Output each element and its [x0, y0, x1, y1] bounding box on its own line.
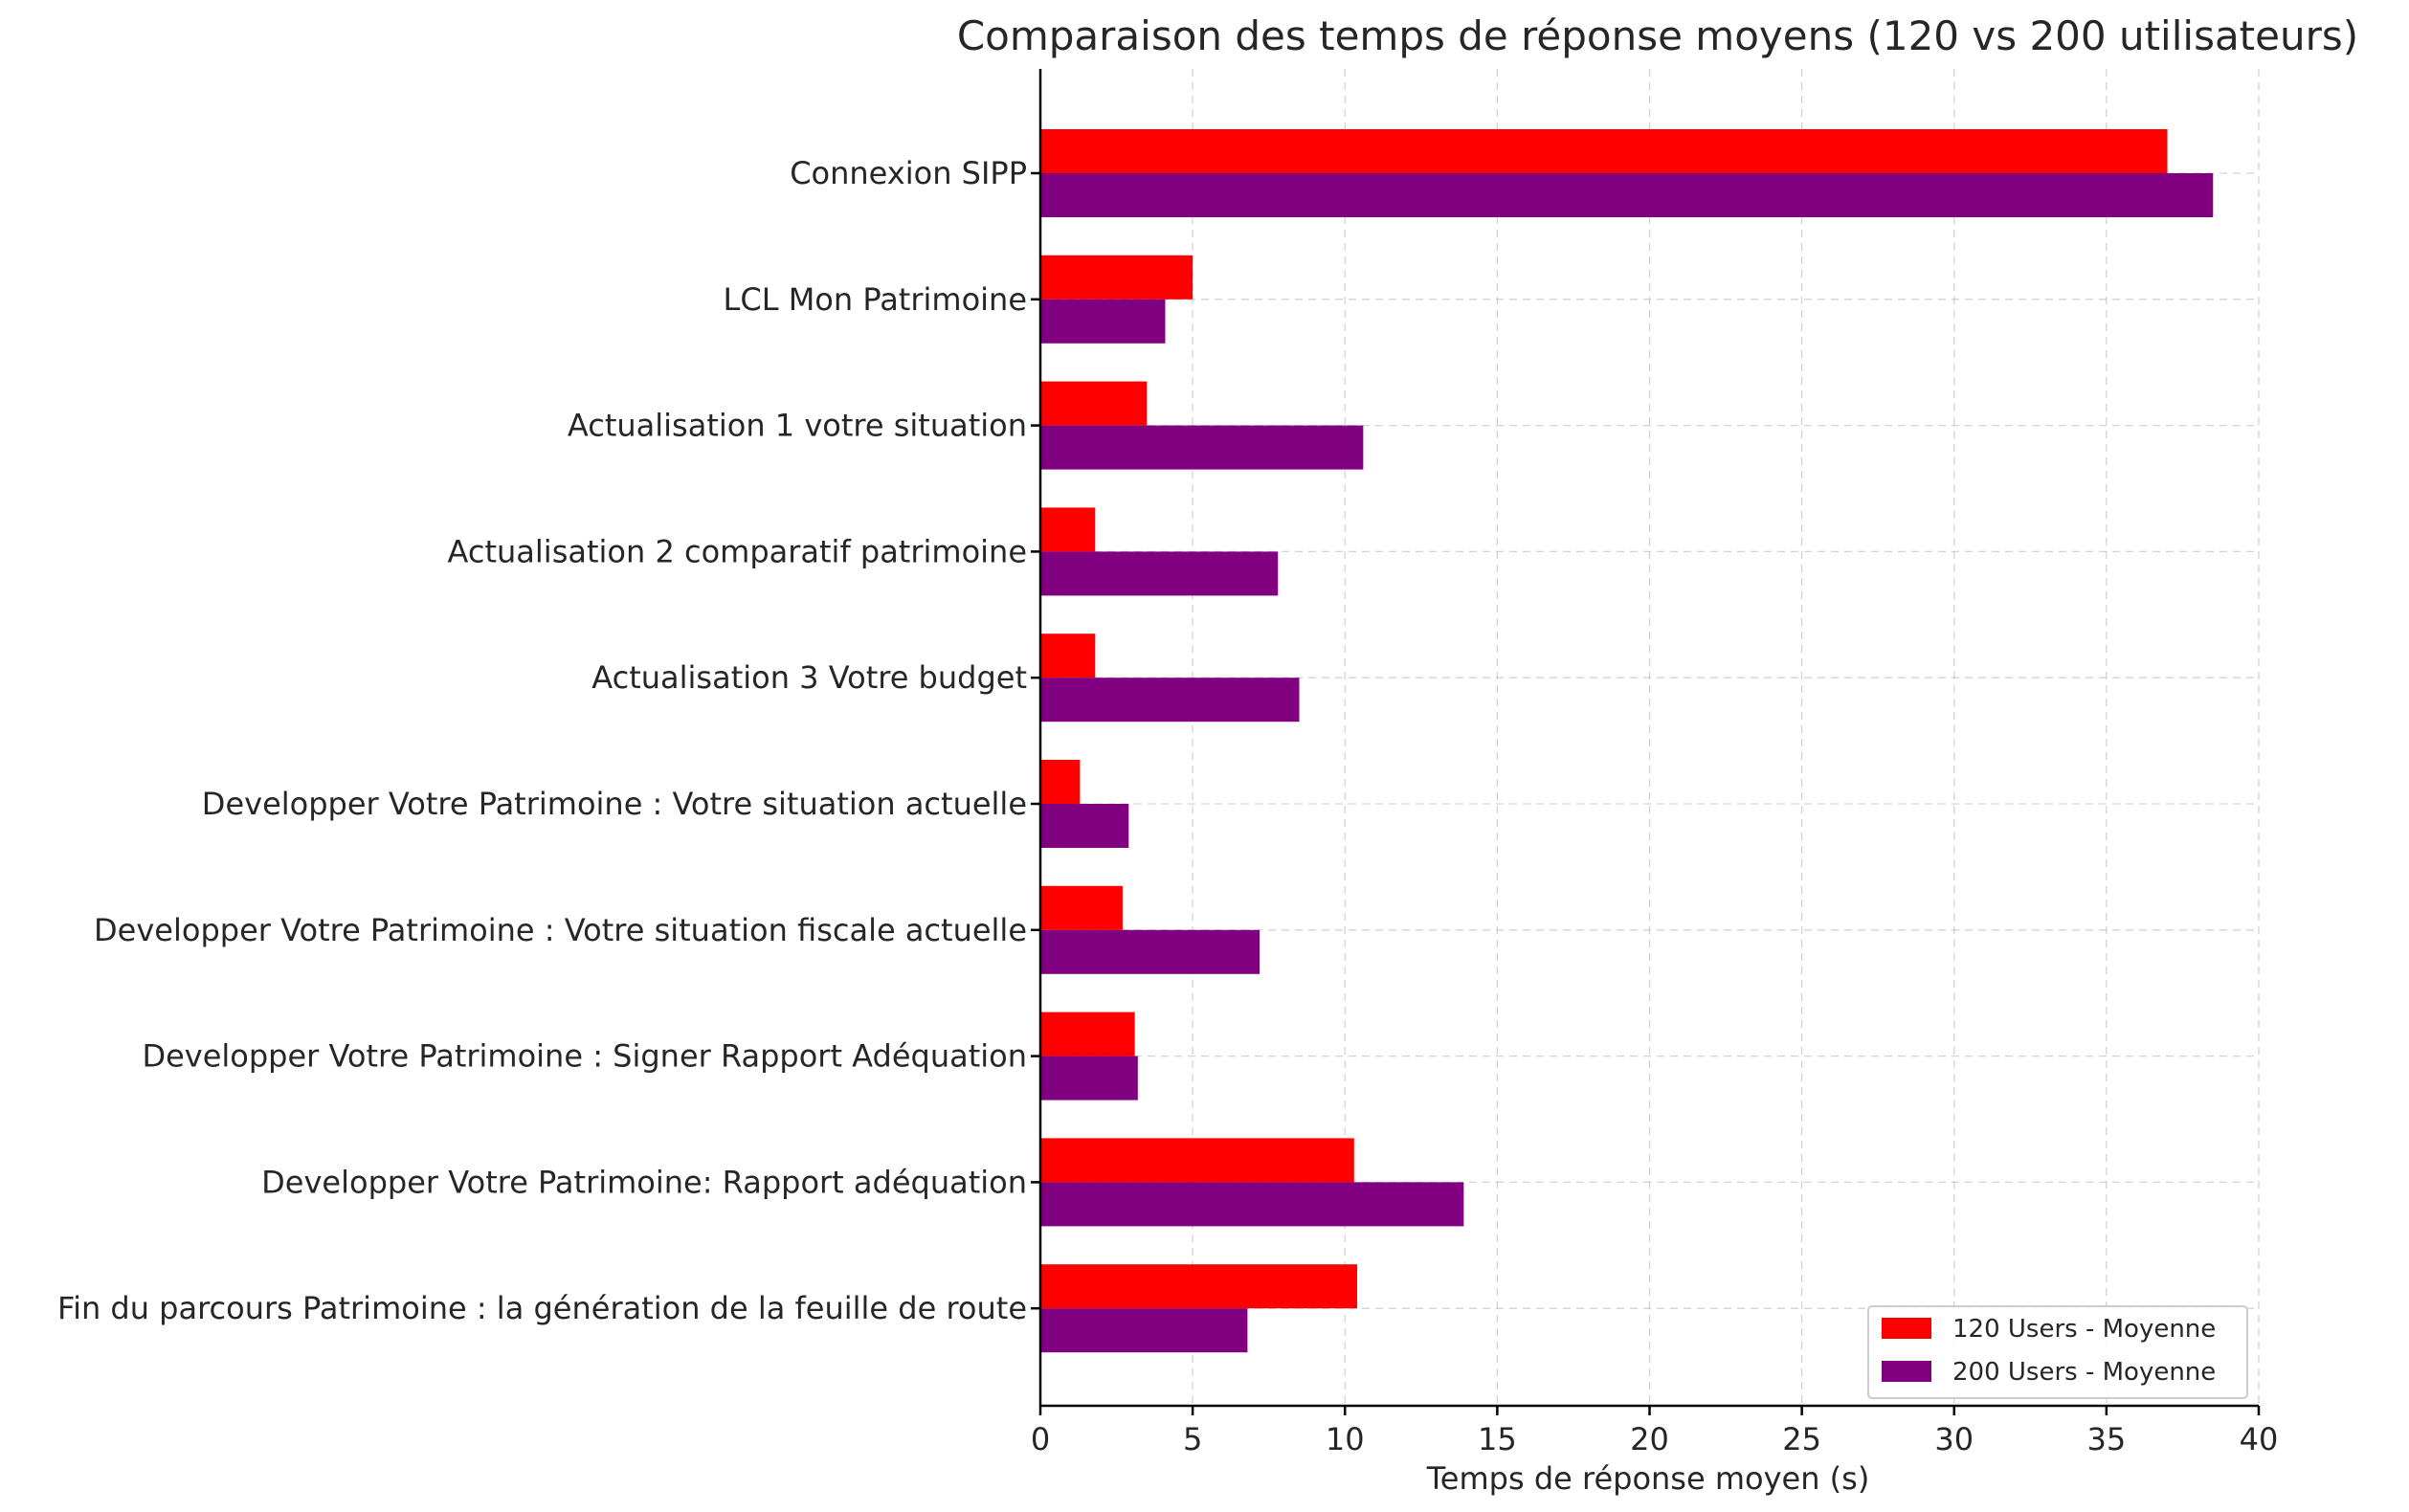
- bar-120-users: [1040, 129, 2168, 173]
- legend: 120 Users - Moyenne 200 Users - Moyenne: [1867, 1305, 2248, 1399]
- bar-200-users: [1040, 425, 1364, 470]
- category-label: Developper Votre Patrimoine : Signer Rap…: [142, 1038, 1027, 1075]
- x-tick-label: 0: [1031, 1421, 1050, 1457]
- legend-swatch-200-users: [1882, 1361, 1931, 1382]
- bar-120-users: [1040, 760, 1081, 804]
- bar-120-users: [1040, 381, 1148, 426]
- bar-200-users: [1040, 678, 1300, 723]
- category-label: LCL Mon Patrimoine: [724, 281, 1027, 318]
- bar-200-users: [1040, 1056, 1138, 1101]
- bar-200-users: [1040, 551, 1279, 596]
- x-tick-label: 15: [1478, 1421, 1517, 1457]
- x-tick-label: 5: [1183, 1421, 1202, 1457]
- legend-label-200-users: 200 Users - Moyenne: [1952, 1358, 2216, 1387]
- bar-200-users: [1040, 1308, 1248, 1353]
- x-ticks: 0 5 10 15 20 25 30 35 40: [1031, 1406, 2279, 1457]
- x-tick-label: 30: [1934, 1421, 1974, 1457]
- bar-120-users: [1040, 255, 1193, 300]
- category-label: Fin du parcours Patrimoine : la générati…: [57, 1290, 1027, 1326]
- bar-200-users: [1040, 804, 1129, 848]
- y-category-labels: Connexion SIPP LCL Mon Patrimoine Actualis…: [57, 155, 1040, 1326]
- bar-120-users: [1040, 1138, 1354, 1183]
- bar-200-users: [1040, 929, 1260, 974]
- x-tick-label: 25: [1782, 1421, 1821, 1457]
- x-tick-label: 40: [2240, 1421, 2279, 1457]
- category-label: Connexion SIPP: [790, 155, 1027, 191]
- bar-120-users: [1040, 1264, 1357, 1309]
- legend-label-120-users: 120 Users - Moyenne: [1952, 1315, 2216, 1344]
- legend-swatch-120-users: [1882, 1318, 1931, 1339]
- bar-200-users: [1040, 299, 1166, 344]
- x-tick-label: 35: [2087, 1421, 2127, 1457]
- bars-layer: [1040, 129, 2214, 1353]
- category-label: Actualisation 3 Votre budget: [591, 659, 1027, 696]
- x-axis-label: Temps de réponse moyen (s): [1426, 1460, 1870, 1497]
- category-label: Actualisation 1 votre situation: [568, 408, 1027, 444]
- bar-120-users: [1040, 507, 1096, 552]
- bar-200-users: [1040, 1182, 1464, 1227]
- bar-120-users: [1040, 885, 1123, 930]
- chart-title: Comparaison des temps de réponse moyens …: [957, 12, 2358, 59]
- category-label: Actualisation 2 comparatif patrimoine: [448, 533, 1027, 569]
- legend-frame: [1867, 1305, 2248, 1399]
- category-label: Developper Votre Patrimoine : Votre situ…: [202, 786, 1027, 822]
- bar-120-users: [1040, 634, 1096, 678]
- bar-120-users: [1040, 1012, 1135, 1056]
- x-tick-label: 10: [1326, 1421, 1365, 1457]
- bar-200-users: [1040, 173, 2214, 217]
- category-label: Developper Votre Patrimoine: Rapport adé…: [261, 1164, 1027, 1200]
- category-label: Developper Votre Patrimoine : Votre situ…: [94, 912, 1027, 948]
- x-tick-label: 20: [1630, 1421, 1669, 1457]
